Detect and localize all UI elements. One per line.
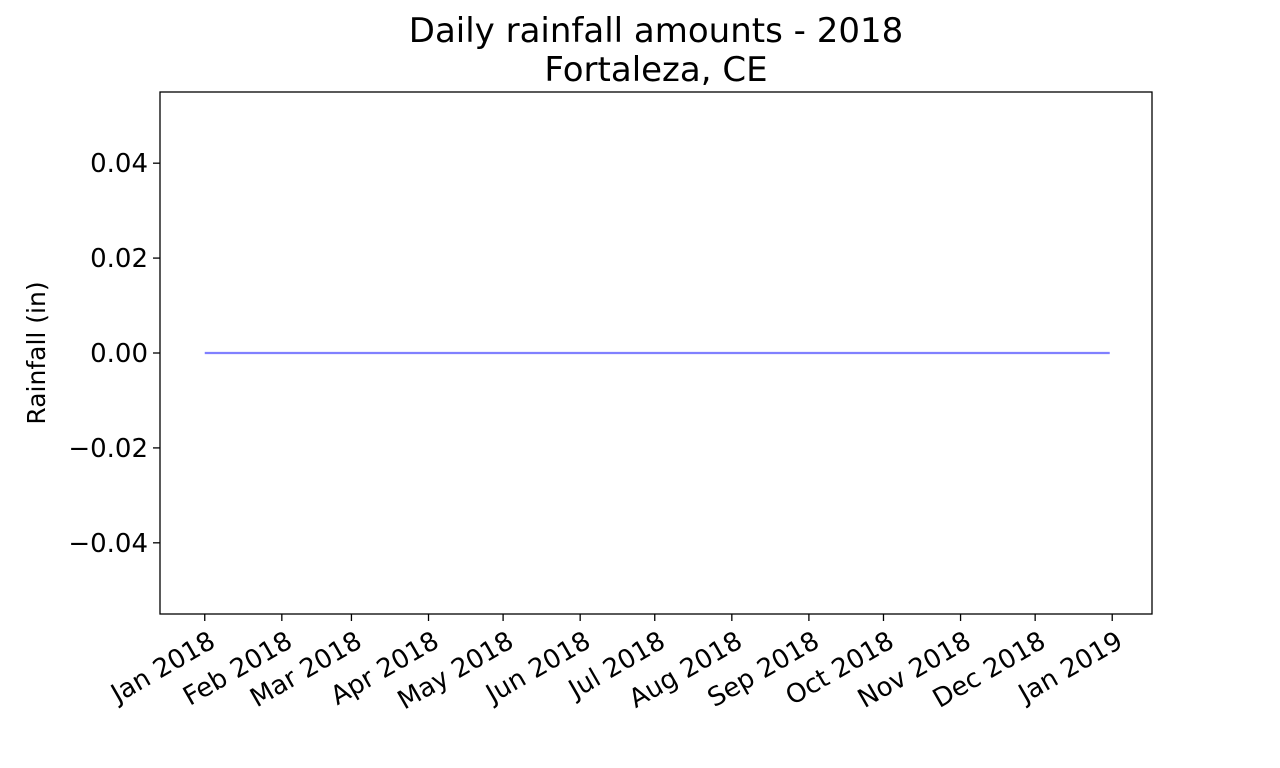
chart-title: Daily rainfall amounts - 2018 [409,11,903,51]
y-axis-label: Rainfall (in) [22,281,51,424]
y-tick-label: 0.00 [90,339,148,369]
y-tick-label: 0.04 [90,149,148,179]
chart-subtitle: Fortaleza, CE [544,50,767,90]
y-tick-label: −0.02 [68,434,148,464]
y-tick-label: 0.02 [90,244,148,274]
y-tick-label: −0.04 [68,529,148,559]
